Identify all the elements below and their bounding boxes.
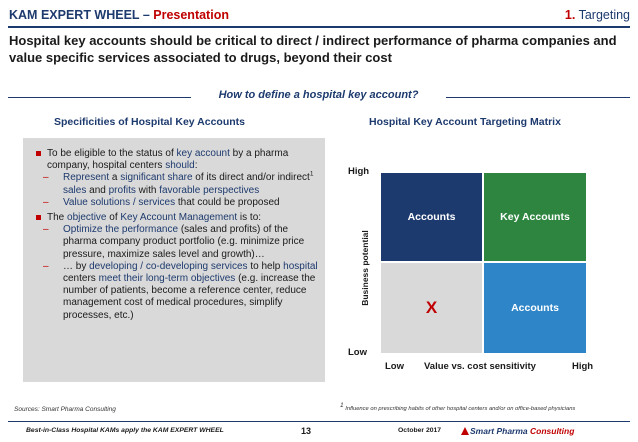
- dash-icon: –: [43, 224, 49, 236]
- bullet-text: of its direct and/or indirect: [192, 172, 310, 184]
- right-section-title: Hospital Key Account Targeting Matrix: [369, 116, 561, 128]
- question-rule-left: [8, 97, 191, 98]
- x-axis-low-label: Low: [385, 361, 404, 372]
- matrix-cell-bottom-left: X: [381, 263, 482, 353]
- sub-bullet-developing: – … by developing / co-developing servic…: [33, 261, 323, 322]
- x-axis-label: Value vs. cost sensitivity: [424, 361, 536, 372]
- dash-icon: –: [43, 260, 49, 272]
- y-axis-low-label: Low: [348, 347, 367, 358]
- bullet-text: To be eligible to the status of: [47, 148, 177, 159]
- bullet-text: that could be proposed: [175, 196, 280, 208]
- section-name: Targeting: [575, 8, 630, 22]
- bullet-square-icon: [36, 151, 41, 156]
- highlight-text: sales: [63, 184, 87, 196]
- sub-bullet-optimize: – Optimize the performance (sales and pr…: [33, 224, 323, 261]
- specificities-panel: [23, 138, 325, 382]
- question-rule-right: [446, 97, 630, 98]
- footnote-marker: 1: [309, 171, 314, 179]
- sources-note: Sources: Smart Pharma Consulting: [14, 406, 116, 413]
- bullet-text: … by: [63, 260, 90, 272]
- dash-icon: –: [43, 172, 49, 184]
- bullet-text: (sales and profits) of the pharma compan…: [63, 224, 305, 260]
- highlight-text: developing / co-developing services: [89, 260, 248, 272]
- highlight-text: objective: [67, 212, 107, 224]
- y-axis-label: Business potential: [360, 230, 370, 306]
- highlight-text: Optimize the performance: [63, 224, 179, 236]
- slide-headline: Hospital key accounts should be critical…: [9, 33, 617, 65]
- highlight-text: favorable perspectives: [159, 184, 260, 196]
- specificities-list: To be eligible to the status of key acco…: [33, 148, 323, 322]
- footer-date: October 2017: [398, 427, 442, 434]
- section-number: 1.: [564, 8, 576, 22]
- matrix-cell-bottom-right: Accounts: [484, 263, 586, 353]
- bullet-text: :: [194, 160, 198, 172]
- highlight-text: significant share: [120, 172, 193, 184]
- dash-icon: –: [43, 196, 49, 208]
- sub-bullet-value-solutions: – Value solutions / services that could …: [33, 197, 323, 209]
- footnote-text: Influence on prescribing habits of other…: [343, 406, 576, 412]
- brand-name: Smart Pharma Consulting: [470, 426, 574, 436]
- y-axis-high-label: High: [348, 166, 370, 177]
- presentation-title: KAM EXPERT WHEEL – Presentation: [9, 8, 229, 22]
- bullet-text: with: [135, 184, 160, 196]
- page-number: 13: [301, 426, 312, 436]
- bullet-text: is to:: [237, 212, 262, 224]
- footnote-number: 1: [340, 402, 344, 410]
- bullet-text: and: [86, 184, 109, 196]
- highlight-text: Key Account Management: [120, 212, 238, 224]
- title-main: KAM EXPERT WHEEL: [9, 8, 140, 22]
- highlight-text: profits: [108, 184, 136, 196]
- footer-divider: [8, 421, 630, 422]
- bullet-text: of: [106, 212, 121, 224]
- sub-bullet-represent: – Represent a significant share of its d…: [33, 171, 323, 196]
- highlight-text: meet their long-term objectives: [98, 273, 236, 285]
- title-subtitle: Presentation: [153, 8, 229, 22]
- brand-name-accent: Consulting: [530, 426, 575, 436]
- bullet-text: a: [109, 172, 121, 184]
- highlight-text: Represent: [63, 172, 110, 184]
- bullet-text: (e.g. increase the number of patients, b…: [63, 273, 316, 321]
- bullet-eligibility: To be eligible to the status of key acco…: [33, 148, 323, 172]
- section-indicator: 1. Targeting: [565, 8, 630, 22]
- highlight-text: should: [165, 160, 195, 172]
- footnote: 1 Influence on prescribing habits of oth…: [340, 402, 576, 412]
- footer-tagline: Best-in-Class Hospital KAMs apply the KA…: [26, 427, 224, 434]
- header-divider: [8, 26, 630, 28]
- bullet-text: to help: [247, 260, 284, 272]
- title-separator: –: [139, 8, 154, 22]
- bullet-objective: The objective of Key Account Management …: [33, 212, 323, 224]
- matrix-cell-top-left: Accounts: [381, 173, 482, 261]
- highlight-text: Value solutions / services: [63, 196, 176, 208]
- matrix-cell-top-right: Key Accounts: [484, 173, 586, 261]
- bullet-text: The: [47, 212, 68, 224]
- left-section-title: Specificities of Hospital Key Accounts: [54, 116, 245, 128]
- key-question: How to define a hospital key account?: [218, 89, 419, 101]
- highlight-text: key account: [176, 148, 230, 159]
- bullet-text: centers: [63, 273, 99, 285]
- brand-logo-icon: [461, 427, 469, 435]
- x-axis-high-label: High: [572, 361, 594, 372]
- brand-name-part: Smart Pharma: [470, 426, 530, 436]
- bullet-text: by a pharma company, hospital centers: [47, 148, 289, 172]
- highlight-text: hospital: [283, 260, 318, 272]
- bullet-square-icon: [36, 215, 41, 221]
